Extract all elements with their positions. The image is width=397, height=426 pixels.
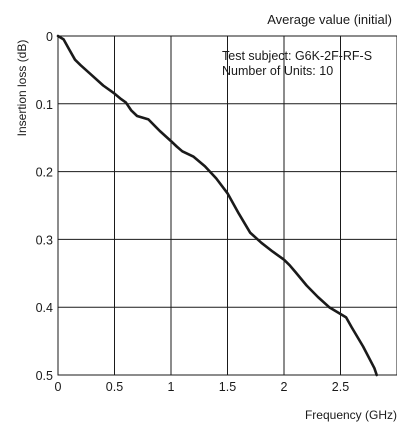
annotation-test-subject: Test subject: G6K-2F-RF-S	[222, 49, 372, 63]
x-tick-label: 0.5	[106, 380, 123, 394]
y-tick-label: 0.3	[36, 233, 53, 247]
x-tick-label: 0	[55, 380, 62, 394]
x-tick-label: 2.5	[332, 380, 349, 394]
y-tick-label: 0.5	[36, 369, 53, 383]
chart-title: Average value (initial)	[267, 12, 392, 27]
grid	[58, 36, 397, 375]
x-tick-labels: 0 0.5 1 1.5 2 2.5	[55, 380, 350, 394]
y-tick-label: 0.2	[36, 166, 53, 180]
annotation-number-of-units: Number of Units: 10	[222, 64, 333, 78]
y-tick-label: 0	[46, 30, 53, 44]
x-tick-label: 1	[168, 380, 175, 394]
series-group	[56, 34, 378, 377]
y-tick-label: 0.4	[36, 301, 53, 315]
x-tick-label: 1.5	[219, 380, 236, 394]
y-tick-labels: 0 0.1 0.2 0.3 0.4 0.5	[36, 30, 53, 383]
x-tick-label: 2	[281, 380, 288, 394]
plot-frame	[57, 35, 397, 376]
series-line	[56, 34, 378, 377]
x-axis-label: Frequency (GHz)	[305, 408, 397, 422]
y-axis-label: Insertion loss (dB)	[15, 40, 29, 137]
y-tick-label: 0.1	[36, 98, 53, 112]
